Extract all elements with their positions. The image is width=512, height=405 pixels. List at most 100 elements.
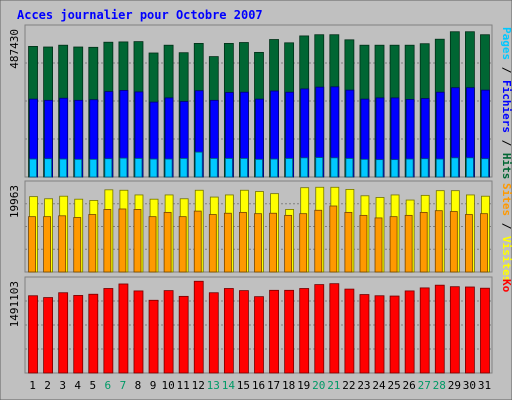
bar-sites-day-23 xyxy=(359,214,368,273)
legend-item-visites: Visites xyxy=(500,236,512,282)
bar-ko-day-11 xyxy=(178,295,189,374)
chart-title: Acces journalier pour Octobre 2007 xyxy=(17,8,263,22)
bar-pages-day-22 xyxy=(345,158,354,178)
bar-pages-day-31 xyxy=(481,158,489,178)
legend-item-ko: Ko xyxy=(500,279,512,293)
bar-sites-day-25 xyxy=(389,216,398,273)
panel-2-legend: Sites / Visites xyxy=(500,183,512,282)
bar-sites-day-29 xyxy=(449,211,458,273)
bar-ko-day-23 xyxy=(359,294,370,374)
x-tick-label-day-28: 28 xyxy=(433,379,446,392)
panel-3-ymax-label: 1491103 xyxy=(8,281,21,327)
bar-pages-day-25 xyxy=(390,159,399,178)
bar-ko-day-25 xyxy=(389,295,400,374)
bar-ko-day-13 xyxy=(208,292,219,374)
bar-sites-day-14 xyxy=(223,212,232,273)
x-tick-label-day-23: 23 xyxy=(357,379,370,392)
bar-sites-day-1 xyxy=(28,216,36,273)
bar-ko-day-20 xyxy=(314,284,325,374)
bar-pages-day-8 xyxy=(134,158,143,178)
bar-sites-day-16 xyxy=(254,213,262,273)
bar-ko-day-21 xyxy=(329,283,340,374)
bar-pages-day-27 xyxy=(420,158,429,178)
x-tick-label-day-2: 2 xyxy=(44,379,51,392)
bar-ko-day-4 xyxy=(73,295,84,374)
x-tick-label-day-10: 10 xyxy=(161,379,174,392)
bar-sites-day-19 xyxy=(299,213,308,273)
bar-ko-day-6 xyxy=(103,288,114,374)
x-tick-label-day-26: 26 xyxy=(403,379,416,392)
x-tick-label-day-20: 20 xyxy=(312,379,325,392)
bar-pages-day-30 xyxy=(466,157,474,178)
bar-sites-day-9 xyxy=(148,216,157,273)
bar-pages-day-9 xyxy=(149,158,158,178)
bar-sites-day-31 xyxy=(480,213,488,273)
legend-item-fichiers: Fichiers xyxy=(500,80,512,133)
bar-sites-day-5 xyxy=(88,214,97,273)
bar-pages-day-12 xyxy=(194,151,203,178)
x-tick-label-day-6: 6 xyxy=(105,379,112,392)
x-tick-label-day-9: 9 xyxy=(150,379,157,392)
bar-sites-day-3 xyxy=(58,215,67,273)
bar-sites-day-6 xyxy=(103,209,112,273)
bar-ko-day-19 xyxy=(299,288,310,374)
bar-pages-day-23 xyxy=(360,158,369,178)
bar-pages-day-5 xyxy=(89,158,98,178)
bar-ko-day-28 xyxy=(434,284,445,374)
bar-pages-day-7 xyxy=(119,157,128,178)
bar-ko-day-30 xyxy=(465,286,475,374)
panel-1-ymax-label: 487430 xyxy=(8,29,21,69)
bar-ko-day-3 xyxy=(58,292,69,374)
x-tick-label-day-29: 29 xyxy=(448,379,461,392)
x-tick-label-day-3: 3 xyxy=(59,379,66,392)
x-tick-label-day-24: 24 xyxy=(372,379,386,392)
bar-sites-day-15 xyxy=(239,211,247,273)
bar-ko-day-17 xyxy=(269,289,279,374)
x-tick-label-day-1: 1 xyxy=(29,379,36,392)
bar-pages-day-16 xyxy=(255,158,263,178)
bar-sites-day-21 xyxy=(329,205,338,273)
legend-item-pages: Pages xyxy=(500,27,512,60)
bar-pages-day-21 xyxy=(330,157,339,178)
bar-pages-day-29 xyxy=(450,157,459,178)
bar-pages-day-17 xyxy=(270,158,278,178)
bar-pages-day-20 xyxy=(315,157,324,178)
x-tick-label-day-4: 4 xyxy=(74,379,81,392)
bar-ko-day-10 xyxy=(163,290,174,374)
bar-pages-day-4 xyxy=(74,158,83,178)
x-tick-label-day-14: 14 xyxy=(222,379,236,392)
panel-3-legend: Ko xyxy=(500,279,512,293)
bar-pages-day-28 xyxy=(435,158,444,178)
bar-sites-day-26 xyxy=(404,214,413,273)
bar-sites-day-27 xyxy=(419,211,428,273)
x-tick-label-day-7: 7 xyxy=(120,379,127,392)
bar-sites-day-28 xyxy=(434,210,443,273)
x-tick-label-day-15: 15 xyxy=(237,379,250,392)
legend-item-sites: Sites xyxy=(500,183,512,216)
x-tick-label-day-18: 18 xyxy=(282,379,295,392)
x-tick-label-day-27: 27 xyxy=(418,379,431,392)
x-tick-label-day-8: 8 xyxy=(135,379,142,392)
bar-pages-day-19 xyxy=(300,157,309,178)
bar-ko-day-16 xyxy=(254,296,264,374)
bar-ko-day-24 xyxy=(374,295,385,374)
bar-ko-day-12 xyxy=(193,280,204,374)
bar-sites-day-24 xyxy=(374,217,383,273)
bar-sites-day-10 xyxy=(163,211,172,273)
bar-pages-day-10 xyxy=(164,158,173,178)
x-tick-label-day-16: 16 xyxy=(252,379,265,392)
bar-ko-day-31 xyxy=(480,287,490,374)
bar-pages-day-15 xyxy=(240,158,248,178)
bar-pages-day-13 xyxy=(209,158,218,178)
x-tick-label-day-12: 12 xyxy=(192,379,205,392)
bar-ko-day-15 xyxy=(239,290,249,374)
bar-ko-day-7 xyxy=(118,283,129,374)
bar-pages-day-11 xyxy=(179,158,188,178)
bar-sites-day-30 xyxy=(465,214,473,273)
bar-pages-day-24 xyxy=(375,159,384,178)
bar-sites-day-20 xyxy=(314,209,323,273)
bar-sites-day-7 xyxy=(118,208,127,273)
bar-ko-day-14 xyxy=(223,288,234,374)
x-tick-label-day-22: 22 xyxy=(342,379,355,392)
